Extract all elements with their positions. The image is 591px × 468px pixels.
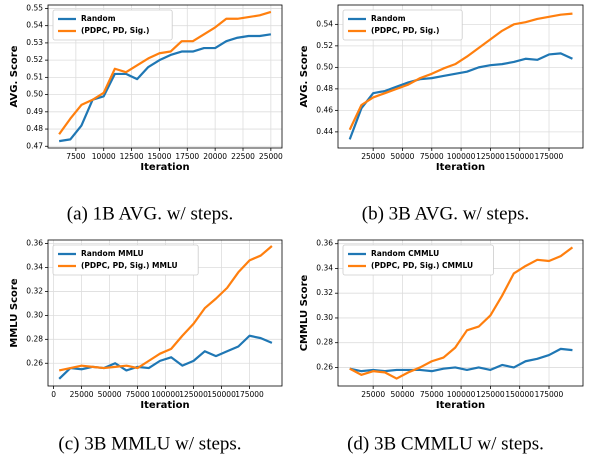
y-tick-label: 0.28 — [26, 334, 43, 343]
y-tick-label: 0.52 — [26, 55, 43, 64]
x-tick-label: 150000 — [207, 390, 236, 399]
legend-label: Random CMMLU — [371, 249, 439, 258]
x-tick-label: 12500 — [120, 152, 144, 161]
caption: (d) 3B CMMLU w/ steps. — [347, 433, 544, 454]
x-tick-label: 0 — [51, 390, 56, 399]
y-tick-label: 0.28 — [316, 338, 333, 347]
x-tick-label: 75000 — [420, 390, 444, 399]
y-tick-label: 0.32 — [26, 286, 43, 295]
legend-box — [342, 9, 463, 41]
y-tick-label: 0.54 — [26, 21, 43, 30]
x-tick-label: 10000 — [92, 152, 116, 161]
y-tick-label: 0.53 — [26, 38, 43, 47]
y-axis-label: AVG. Score — [299, 45, 310, 107]
y-axis-label: MMLU Score — [9, 278, 20, 347]
y-tick-label: 0.50 — [316, 62, 333, 71]
y-tick-label: 0.44 — [316, 127, 333, 136]
x-tick-label: 100000 — [447, 152, 476, 161]
series-line — [58, 245, 273, 372]
y-axis-label: CMMLU Score — [299, 274, 310, 351]
y-tick-label: 0.49 — [26, 107, 43, 116]
y-tick-label: 0.46 — [316, 105, 333, 114]
x-tick-label: 100000 — [447, 390, 476, 399]
plot-frame — [337, 239, 584, 387]
y-tick-label: 0.36 — [316, 239, 333, 248]
legend-label: (PDPC, PD, Sig.) CMMLU — [371, 261, 473, 270]
x-axis-label: Iteration — [436, 400, 485, 411]
y-tick-label: 0.47 — [26, 141, 43, 150]
legend-box — [52, 244, 199, 276]
legend-label: (PDPC, PD, Sig.) — [81, 26, 149, 35]
y-axis-label: AVG. Score — [9, 45, 20, 107]
y-tick-label: 0.36 — [26, 239, 43, 248]
series-line — [58, 33, 272, 143]
y-tick-label: 0.34 — [316, 263, 333, 272]
x-tick-label: 50000 — [98, 390, 122, 399]
x-axis-label: Iteration — [140, 400, 189, 411]
x-tick-label: 175000 — [535, 390, 564, 399]
y-tick-label: 0.34 — [26, 263, 43, 272]
x-tick-label: 50000 — [391, 390, 415, 399]
x-tick-label: 75000 — [126, 390, 150, 399]
legend-label: Random — [371, 14, 406, 23]
x-tick-label: 25000 — [361, 390, 385, 399]
series-line — [349, 347, 573, 373]
legend-label: Random MMLU — [81, 249, 144, 258]
x-tick-label: 75000 — [420, 152, 444, 161]
legend-label: (PDPC, PD, Sig.) MMLU — [81, 261, 178, 270]
legend-label: (PDPC, PD, Sig.) — [371, 26, 439, 35]
x-tick-label: 7500 — [66, 152, 85, 161]
x-tick-label: 150000 — [505, 152, 534, 161]
x-tick-label: 125000 — [476, 390, 505, 399]
y-tick-label: 0.51 — [26, 72, 43, 81]
series-line — [58, 10, 272, 135]
caption: (a) 1B AVG. w/ steps. — [67, 203, 233, 224]
x-tick-label: 15000 — [147, 152, 171, 161]
series-line — [348, 12, 573, 131]
series-line — [349, 246, 574, 380]
y-tick-label: 0.32 — [316, 288, 333, 297]
x-tick-label: 100000 — [151, 390, 180, 399]
plot-frame — [337, 4, 584, 149]
plot-frame — [47, 239, 283, 387]
x-tick-label: 22500 — [231, 152, 255, 161]
legend-box — [342, 244, 494, 276]
x-axis-label: Iteration — [436, 162, 485, 173]
x-tick-label: 17500 — [175, 152, 199, 161]
plot-frame — [47, 4, 283, 149]
y-tick-label: 0.48 — [316, 84, 333, 93]
y-tick-label: 0.48 — [26, 124, 43, 133]
x-tick-label: 175000 — [535, 152, 564, 161]
x-tick-label: 25000 — [70, 390, 94, 399]
x-tick-label: 50000 — [391, 152, 415, 161]
x-axis-label: Iteration — [140, 162, 189, 173]
y-tick-label: 0.30 — [316, 313, 333, 322]
x-tick-label: 125000 — [179, 390, 208, 399]
x-tick-label: 25000 — [361, 152, 385, 161]
series-line — [348, 52, 573, 140]
x-tick-label: 125000 — [476, 152, 505, 161]
x-tick-label: 20000 — [203, 152, 227, 161]
x-tick-label: 150000 — [505, 390, 534, 399]
y-tick-label: 0.55 — [26, 3, 43, 12]
y-tick-label: 0.30 — [26, 310, 43, 319]
y-tick-label: 0.52 — [316, 41, 333, 50]
x-tick-label: 25000 — [259, 152, 283, 161]
y-tick-label: 0.50 — [26, 90, 43, 99]
y-tick-label: 0.54 — [316, 19, 333, 28]
caption: (c) 3B MMLU w/ steps. — [58, 433, 241, 454]
x-tick-label: 175000 — [235, 390, 264, 399]
y-tick-label: 0.26 — [316, 362, 333, 371]
legend-box — [52, 9, 173, 41]
caption: (b) 3B AVG. w/ steps. — [362, 203, 530, 224]
legend-label: Random — [81, 14, 116, 23]
y-tick-label: 0.26 — [26, 358, 43, 367]
